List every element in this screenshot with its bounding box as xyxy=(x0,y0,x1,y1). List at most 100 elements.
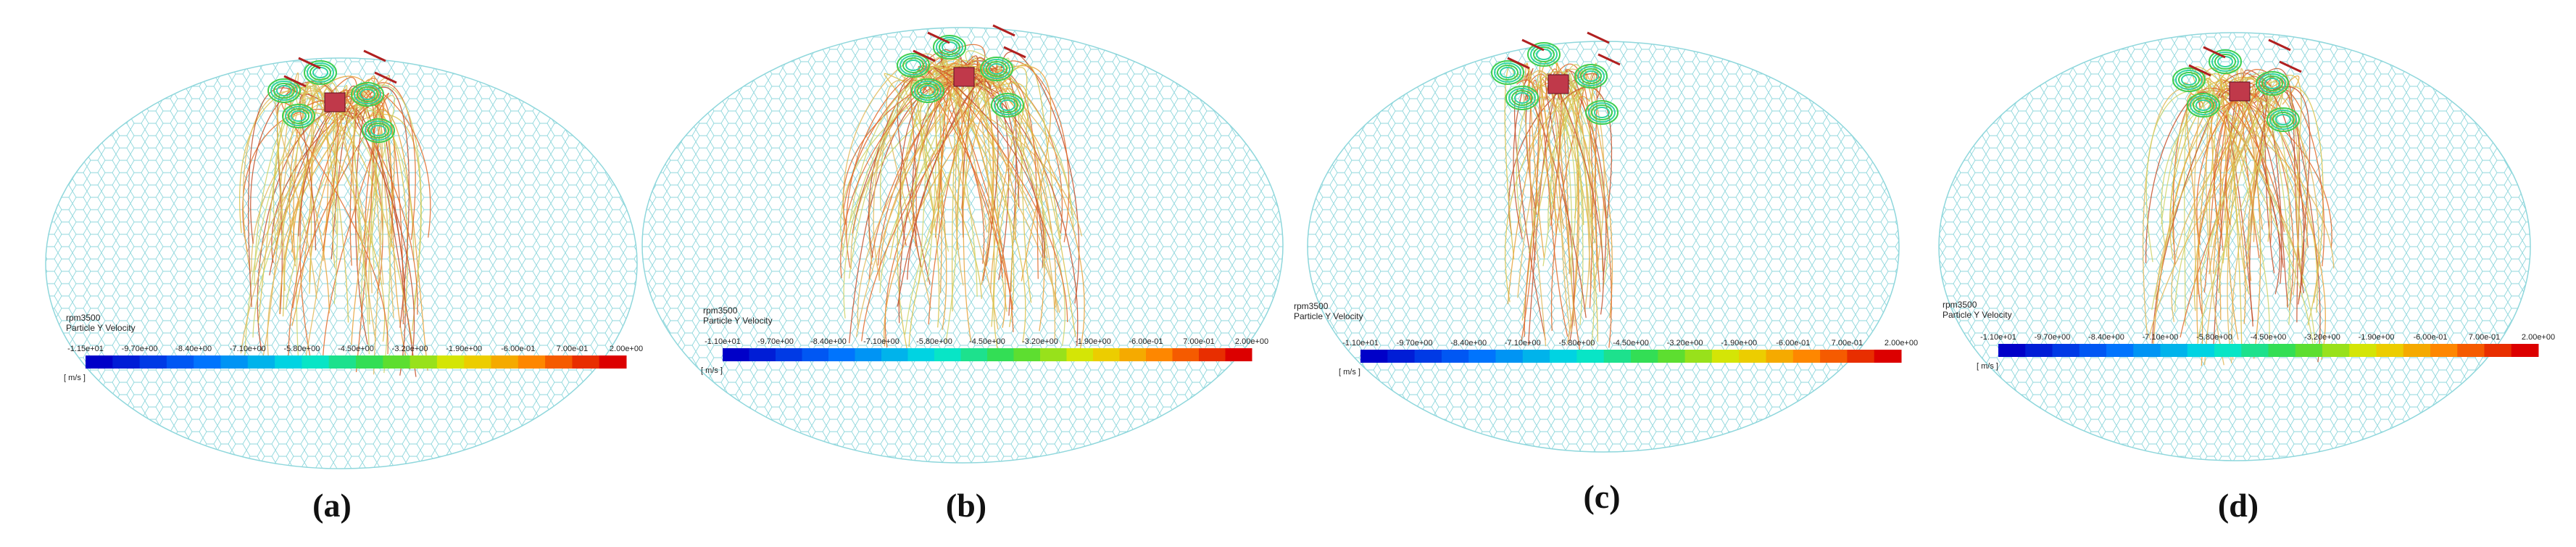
colorbar-segment xyxy=(1874,350,1902,363)
swirl xyxy=(2214,54,2236,70)
colorbar-segment xyxy=(356,355,383,369)
streamline xyxy=(370,91,378,269)
swirl xyxy=(1505,86,1539,110)
streamline xyxy=(304,82,373,294)
swirl xyxy=(2261,75,2283,91)
colorbar-tick-label: -8.40e+00 xyxy=(175,345,212,353)
streamline xyxy=(2211,78,2235,321)
streamline xyxy=(2220,83,2243,347)
swirl xyxy=(285,106,312,126)
swirl xyxy=(2175,70,2203,90)
colorbar-tick-label: -3.20e+00 xyxy=(392,345,428,353)
swirl xyxy=(911,78,944,103)
colorbar-segment xyxy=(749,348,776,361)
streamline xyxy=(842,53,936,237)
swirl xyxy=(1000,99,1015,111)
panel-caption: (d) xyxy=(2218,487,2259,524)
swirl xyxy=(1580,68,1602,84)
blade-vector xyxy=(913,49,936,62)
swirl xyxy=(362,118,395,143)
colorbar-tick-label: -3.20e+00 xyxy=(1022,337,1058,346)
streamline xyxy=(2240,67,2256,269)
colorbar-tick-label: 2.00e+00 xyxy=(2522,333,2555,342)
colorbar-segment xyxy=(723,348,749,361)
colorbar-segment xyxy=(2403,344,2431,357)
swirl xyxy=(1514,92,1530,104)
colorbar-segment xyxy=(1360,350,1388,363)
swirl xyxy=(351,82,384,107)
colorbar-tick-label: -3.20e+00 xyxy=(1667,339,1703,347)
streamline xyxy=(884,73,941,234)
colorbar-tick-label: 2.00e+00 xyxy=(1235,337,1268,346)
legend-case: rpm3500 xyxy=(1294,301,1329,311)
streamline xyxy=(1540,79,1603,271)
swirl xyxy=(986,61,1007,77)
colorbar-segment xyxy=(1711,350,1740,363)
streamline xyxy=(292,93,389,308)
colorbar-segment xyxy=(881,348,908,361)
colorbar-tick-label: -1.10e+01 xyxy=(1342,339,1379,347)
swirl xyxy=(2269,110,2297,130)
blade-vector xyxy=(1521,38,1545,52)
swirl xyxy=(2256,71,2289,96)
colorbar-tick-label: -4.50e+00 xyxy=(338,345,374,353)
colorbar-segment xyxy=(2457,344,2485,357)
legend-unit: [ m/s ] xyxy=(1977,362,1998,371)
colorbar-tick-label: -1.10e+01 xyxy=(1980,333,2016,342)
streamline xyxy=(302,82,337,234)
streamline xyxy=(2249,81,2268,322)
colorbar-tick-label: -8.40e+00 xyxy=(2088,333,2124,342)
colorbar-tick-label: 7.00e-01 xyxy=(2469,333,2500,342)
swirl xyxy=(1497,65,1518,81)
colorbar-tick-label: -1.90e+00 xyxy=(2359,333,2395,342)
streamline xyxy=(2209,69,2241,236)
colorbar-segment xyxy=(2187,344,2215,357)
streamline xyxy=(248,87,303,308)
colorbar-segment xyxy=(1684,350,1713,363)
blade-vector xyxy=(2268,38,2291,52)
streamline xyxy=(934,67,1045,259)
swirl xyxy=(282,104,315,128)
streamline xyxy=(852,52,963,234)
colorbar-segment xyxy=(410,355,438,369)
colorbar-segment xyxy=(776,348,802,361)
colorbar-tick-label: -5.80e+00 xyxy=(283,345,320,353)
colorbar-segment xyxy=(518,355,546,369)
colorbar-tick-label: -9.70e+00 xyxy=(2035,333,2071,342)
streamline xyxy=(927,57,960,343)
colorbar-segment xyxy=(302,355,330,369)
swirl xyxy=(997,97,1018,113)
streamline xyxy=(915,65,940,328)
colorbar-tick-label: 7.00e-01 xyxy=(1832,339,1863,347)
colorbar-tick-label: 2.00e+00 xyxy=(610,345,643,353)
colorbar-segment xyxy=(2484,344,2512,357)
impeller xyxy=(2229,81,2251,102)
streamline xyxy=(362,110,391,374)
colorbar-segment xyxy=(1847,350,1875,363)
streamline xyxy=(242,91,327,274)
streamline xyxy=(993,67,1028,350)
streamline xyxy=(1525,94,1587,318)
streamline xyxy=(296,100,338,252)
colorbar-segment xyxy=(2079,344,2107,357)
streamline xyxy=(2148,106,2278,339)
swirl xyxy=(273,83,295,99)
blade-vector xyxy=(1587,31,1610,44)
streamline xyxy=(939,65,1076,337)
swirl xyxy=(991,93,1024,118)
colorbar-segment xyxy=(2349,344,2377,357)
colorbar-segment xyxy=(1225,348,1252,361)
colorbar-segment xyxy=(1040,348,1067,361)
colorbar-segment xyxy=(1172,348,1200,361)
swirl xyxy=(2259,73,2286,94)
colorbar-segment xyxy=(2376,344,2404,357)
streamline xyxy=(279,78,342,250)
streamline xyxy=(346,85,417,377)
colorbar-tick-label: 7.00e-01 xyxy=(557,345,588,353)
colorbar-tick-label: -1.90e+00 xyxy=(1075,337,1111,346)
streamline xyxy=(281,102,389,355)
swirl xyxy=(367,123,389,139)
swirl xyxy=(983,59,1010,79)
streamline xyxy=(2145,89,2232,263)
